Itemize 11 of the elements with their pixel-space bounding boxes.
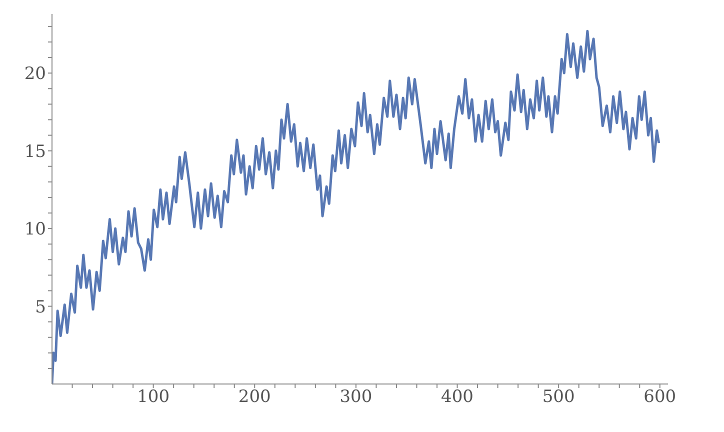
line-series [52, 30, 660, 384]
y-tick-label: 5 [35, 297, 46, 318]
x-tick-label: 600 [644, 387, 676, 408]
x-tick-label: 200 [238, 387, 271, 408]
x-tick-label: 300 [340, 387, 372, 408]
x-tick-label: 500 [542, 387, 575, 408]
x-tick-label: 100 [137, 387, 170, 408]
y-tick-label: 15 [24, 142, 46, 162]
y-tick-label: 10 [24, 220, 46, 240]
x-tick-label: 400 [441, 387, 474, 408]
y-tick-label: 20 [24, 64, 46, 84]
